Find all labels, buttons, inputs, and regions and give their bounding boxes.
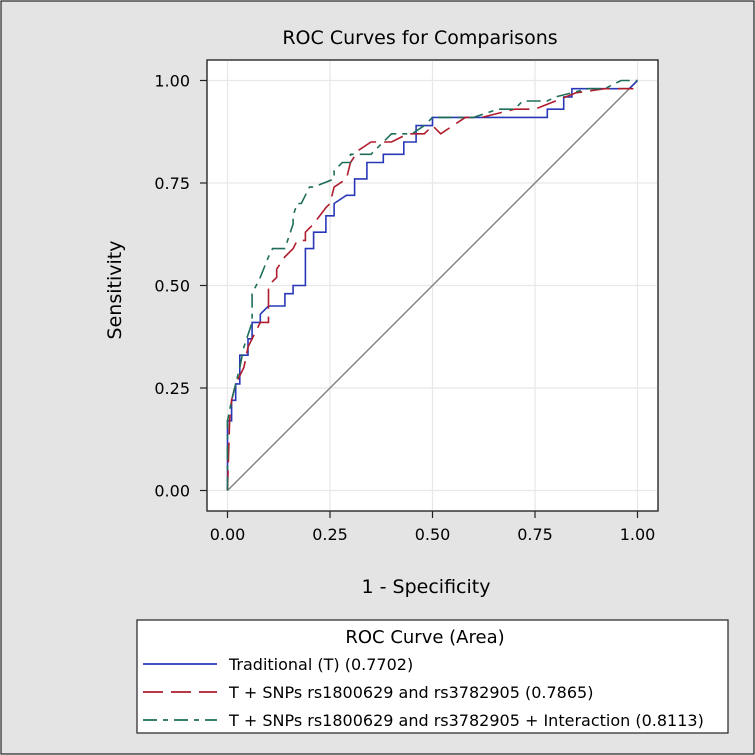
x-axis-ticks: 0.00 0.25 0.50 0.75 1.00	[210, 511, 656, 544]
roc-curve-3	[226, 79, 638, 491]
legend-label-1: Traditional (T) (0.7702)	[228, 655, 413, 674]
legend-box	[136, 619, 729, 734]
x-tick-label-4: 1.00	[620, 525, 656, 544]
y-tick-label-3: 0.75	[154, 174, 190, 193]
x-tick-label-0: 0.00	[210, 525, 246, 544]
x-tick-label-1: 0.25	[312, 525, 348, 544]
y-axis-ticks: 0.00 0.25 0.50 0.75 1.00	[154, 72, 207, 501]
legend-label-3: T + SNPs rs1800629 and rs3782905 + Inter…	[228, 711, 704, 730]
x-tick-label-2: 0.50	[415, 525, 451, 544]
legend-entries: Traditional (T) (0.7702) T + SNPs rs18006…	[143, 655, 704, 730]
y-tick-label-0: 0.00	[154, 482, 190, 501]
y-tick-label-1: 0.25	[154, 379, 190, 398]
y-axis-label: Sensitivity	[104, 241, 126, 340]
y-tick-label-4: 1.00	[154, 72, 190, 91]
chart-title: ROC Curves for Comparisons	[282, 27, 557, 49]
diagonal-reference	[227, 80, 638, 491]
reference-line	[227, 80, 638, 491]
plot-frame	[206, 59, 659, 512]
x-axis-label: 1 - Specificity	[362, 576, 491, 598]
legend-label-2: T + SNPs rs1800629 and rs3782905 (0.7865…	[228, 683, 593, 702]
y-tick-label-2: 0.50	[154, 277, 190, 296]
roc-curves	[226, 79, 639, 491]
x-tick-label-3: 0.75	[517, 525, 553, 544]
legend-title: ROC Curve (Area)	[345, 627, 504, 648]
